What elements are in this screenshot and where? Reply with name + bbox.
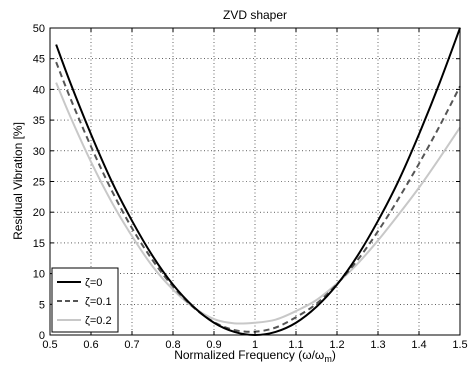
y-tick-label: 30 <box>33 146 45 158</box>
legend-label-1: ζ=0 <box>85 277 102 289</box>
x-tick-labels: 0.5 0.6 0.7 0.8 0.9 1 1.1 1.2 1.3 1.4 1.5 <box>42 339 467 351</box>
y-axis-label: Residual Vibration [%] <box>11 122 25 240</box>
x-tick-label: 1.3 <box>370 339 385 351</box>
series-line-3 <box>55 82 461 325</box>
x-tick-label: 0.5 <box>42 339 57 351</box>
y-tick-label: 45 <box>33 54 45 66</box>
x-axis-label-subscript: m <box>324 354 332 364</box>
legend-label-3: ζ=0.2 <box>85 315 112 327</box>
legend-box <box>51 267 119 333</box>
x-tick-label: 1 <box>252 339 258 351</box>
x-axis-label: Normalized Frequency (ω/ωm) <box>174 348 336 364</box>
y-tick-label: 0 <box>39 330 45 342</box>
x-tick-label: 1.4 <box>411 339 426 351</box>
y-tick-label: 15 <box>33 238 45 250</box>
y-tick-label: 5 <box>39 299 45 311</box>
y-tick-label: 25 <box>33 177 45 189</box>
y-tick-label: 50 <box>33 23 45 35</box>
chart-title: ZVD shaper <box>223 8 287 22</box>
y-tick-label: 40 <box>33 84 45 96</box>
x-tick-label: 0.8 <box>165 339 180 351</box>
x-tick-label: 1.1 <box>288 339 303 351</box>
x-tick-label: 0.6 <box>83 339 98 351</box>
x-axis-label-close: ) <box>332 348 336 362</box>
legend-label-2: ζ=0.1 <box>85 296 112 308</box>
y-tick-label: 20 <box>33 207 45 219</box>
y-tick-label: 35 <box>33 115 45 127</box>
x-tick-label: 0.9 <box>206 339 221 351</box>
y-tick-label: 10 <box>33 269 45 281</box>
y-tick-labels: 0 5 10 15 20 25 30 35 40 45 50 <box>33 23 45 342</box>
legend: ζ=0 ζ=0.1 ζ=0.2 <box>51 267 119 333</box>
x-tick-label: 1.5 <box>452 339 467 351</box>
x-tick-label: 1.2 <box>329 339 344 351</box>
legend-items: ζ=0 ζ=0.1 ζ=0.2 <box>57 277 112 327</box>
x-tick-label: 0.7 <box>124 339 139 351</box>
x-axis-label-main: Normalized Frequency (ω/ω <box>174 348 324 362</box>
